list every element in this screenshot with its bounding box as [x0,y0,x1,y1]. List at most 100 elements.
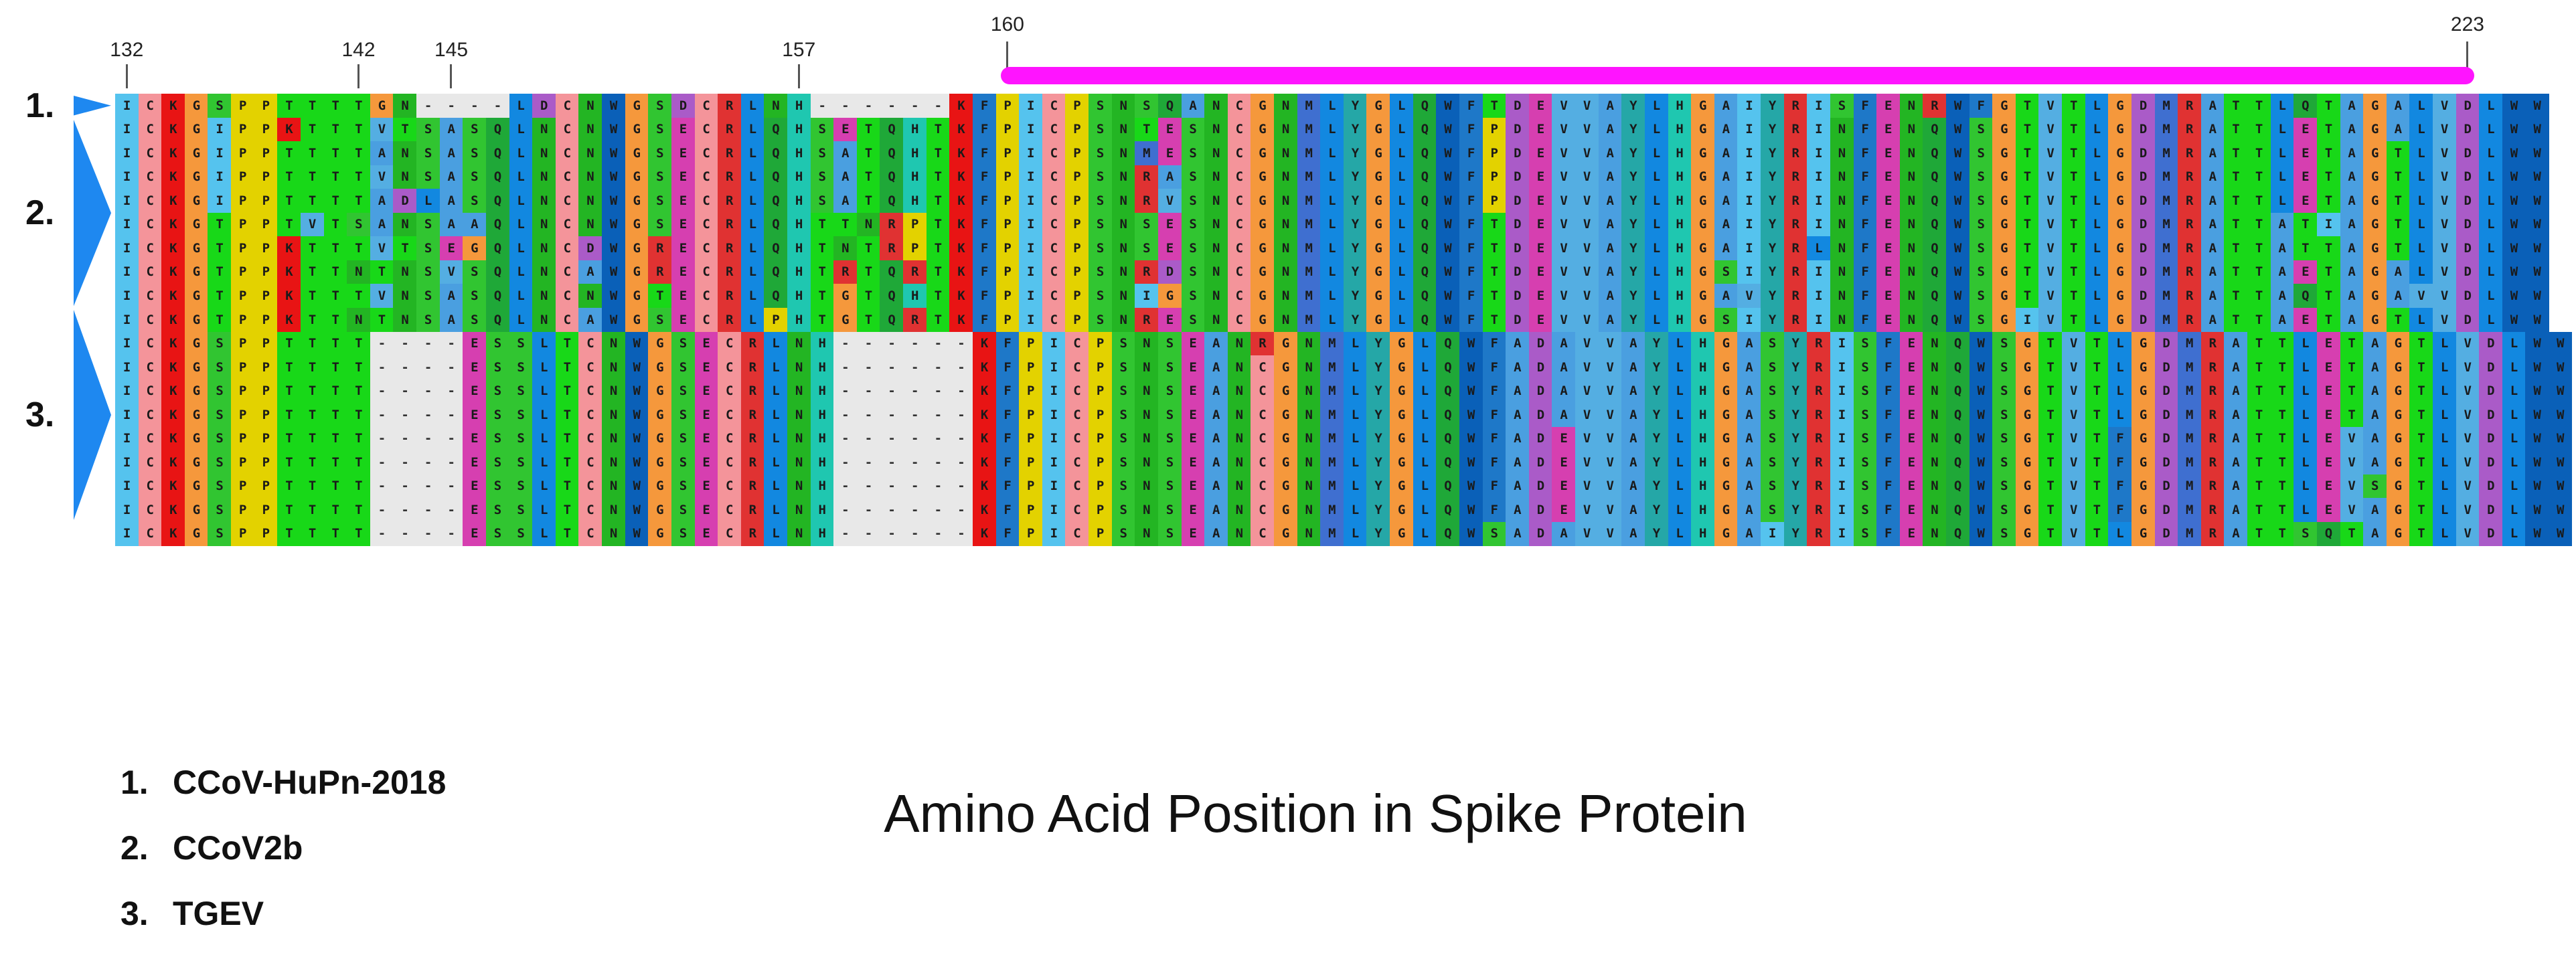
residue-cell: S [463,284,487,309]
residue-cell: I [1019,307,1043,333]
residue-cell: P [254,212,278,237]
residue-cell: T [2386,165,2410,189]
residue-cell: K [949,117,973,142]
gap-cell: - [370,426,394,451]
gap-cell: - [856,474,881,499]
residue-cell: C [555,307,579,333]
residue-cell: P [1065,212,1089,237]
residue-cell: K [949,284,973,309]
residue-cell: E [2293,117,2318,142]
gap-cell: - [880,450,904,475]
residue-cell: T [2015,284,2040,309]
residue-cell: Q [1945,521,1970,547]
residue-cell: T [347,403,371,428]
residue-cell: C [694,165,718,189]
residue-cell: R [1783,94,1807,118]
residue-cell: G [184,165,209,189]
residue-cell: E [1552,498,1576,523]
residue-cell: T [347,379,371,404]
gap-cell: - [370,355,394,380]
residue-cell: N [1135,521,1159,547]
residue-cell: N [1923,474,1947,499]
residue-cell: S [208,474,232,499]
residue-cell: E [1899,331,1923,356]
residue-cell: G [1992,236,2016,261]
residue-cell: C [138,141,162,166]
residue-cell: Y [1621,165,1645,189]
residue-cell: G [648,331,672,356]
residue-cell: A [1506,403,1530,428]
residue-cell: T [208,284,232,309]
residue-cell: V [370,236,394,261]
residue-cell: T [2386,189,2410,213]
residue-cell: W [1945,307,1970,333]
residue-cell: T [2062,260,2086,284]
residue-cell: K [277,236,301,261]
residue-cell: M [2154,189,2178,213]
residue-cell: L [2479,141,2503,166]
residue-cell: E [463,474,487,499]
residue-cell: F [995,498,1020,523]
residue-cell: S [810,117,834,142]
residue-cell: Q [764,189,788,213]
residue-cell: C [138,307,162,333]
residue-cell: L [509,94,533,118]
residue-cell: N [1135,355,1159,380]
residue-cell: N [1204,117,1228,142]
residue-cell: L [1320,212,1344,237]
residue-cell: I [115,450,139,475]
residue-cell: W [1945,260,1970,284]
residue-cell: T [555,355,579,380]
residue-cell: E [1876,117,1901,142]
residue-cell: I [1737,165,1761,189]
residue-cell: D [2131,94,2156,118]
group-marker-3 [74,309,111,520]
residue-cell: T [2340,355,2364,380]
residue-cell: M [1297,141,1321,166]
residue-cell: I [115,474,139,499]
residue-cell: W [1436,284,1460,309]
residue-cell: T [2247,284,2271,309]
residue-cell: G [648,521,672,547]
residue-cell: T [2062,117,2086,142]
residue-cell: A [2224,331,2248,356]
residue-cell: I [1807,117,1831,142]
residue-cell: E [1552,426,1576,451]
residue-cell: S [463,189,487,213]
residue-cell: E [671,212,696,237]
residue-cell: A [2363,450,2387,475]
residue-cell: C [694,284,718,309]
residue-cell: W [1436,307,1460,333]
residue-cell: P [231,141,255,166]
residue-cell: G [625,165,649,189]
residue-cell: T [2247,474,2271,499]
residue-cell: S [671,474,696,499]
residue-cell: A [370,212,394,237]
residue-cell: T [926,141,950,166]
residue-cell: E [1528,212,1553,237]
residue-cell: C [555,236,579,261]
residue-cell: D [1506,117,1530,142]
residue-cell: L [764,426,788,451]
residue-cell: T [2038,379,2063,404]
residue-cell: W [2525,284,2549,309]
residue-cell: A [439,307,463,333]
residue-cell: A [1621,474,1645,499]
residue-cell: W [1459,521,1483,547]
residue-cell: F [1853,117,1877,142]
residue-cell: F [1459,189,1483,213]
residue-cell: H [903,189,927,213]
residue-cell: E [1552,474,1576,499]
residue-cell: M [2178,403,2202,428]
residue-cell: E [1528,236,1553,261]
residue-cell: T [2247,212,2271,237]
residue-cell: T [2224,236,2248,261]
residue-cell: S [1089,94,1113,118]
residue-cell: I [1019,117,1043,142]
residue-cell: P [995,141,1020,166]
residue-cell: G [1251,117,1275,142]
residue-cell: L [2270,117,2294,142]
residue-cell: W [1969,450,1993,475]
residue-cell: I [1737,212,1761,237]
residue-cell: T [347,94,371,118]
